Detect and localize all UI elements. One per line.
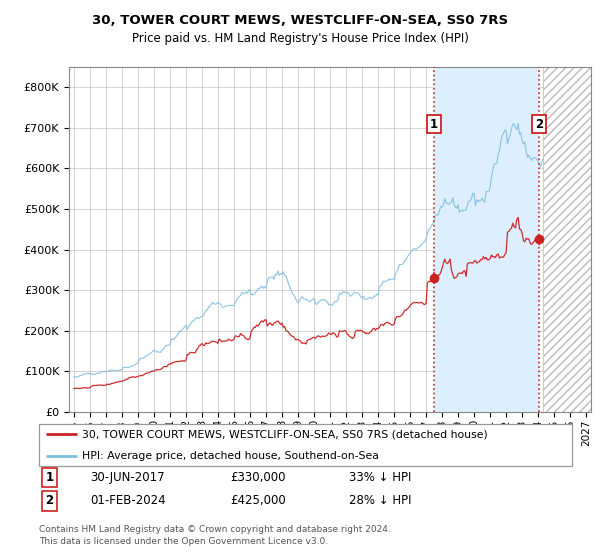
Text: 30-JUN-2017: 30-JUN-2017 xyxy=(90,471,164,484)
Text: 1: 1 xyxy=(46,471,53,484)
Text: 2: 2 xyxy=(46,494,53,507)
Text: £330,000: £330,000 xyxy=(230,471,286,484)
Text: 1: 1 xyxy=(430,118,438,130)
Text: 2: 2 xyxy=(535,118,544,130)
Bar xyxy=(434,67,539,412)
Text: HPI: Average price, detached house, Southend-on-Sea: HPI: Average price, detached house, Sout… xyxy=(82,451,379,461)
Text: 33% ↓ HPI: 33% ↓ HPI xyxy=(349,471,412,484)
Text: Contains HM Land Registry data © Crown copyright and database right 2024.
This d: Contains HM Land Registry data © Crown c… xyxy=(39,525,391,546)
Text: 28% ↓ HPI: 28% ↓ HPI xyxy=(349,494,412,507)
Text: 01-FEB-2024: 01-FEB-2024 xyxy=(90,494,166,507)
FancyBboxPatch shape xyxy=(39,423,572,466)
Text: Price paid vs. HM Land Registry's House Price Index (HPI): Price paid vs. HM Land Registry's House … xyxy=(131,32,469,45)
Text: 30, TOWER COURT MEWS, WESTCLIFF-ON-SEA, SS0 7RS (detached house): 30, TOWER COURT MEWS, WESTCLIFF-ON-SEA, … xyxy=(82,429,488,439)
Text: 30, TOWER COURT MEWS, WESTCLIFF-ON-SEA, SS0 7RS: 30, TOWER COURT MEWS, WESTCLIFF-ON-SEA, … xyxy=(92,14,508,27)
Text: £425,000: £425,000 xyxy=(230,494,286,507)
Bar xyxy=(544,67,591,412)
